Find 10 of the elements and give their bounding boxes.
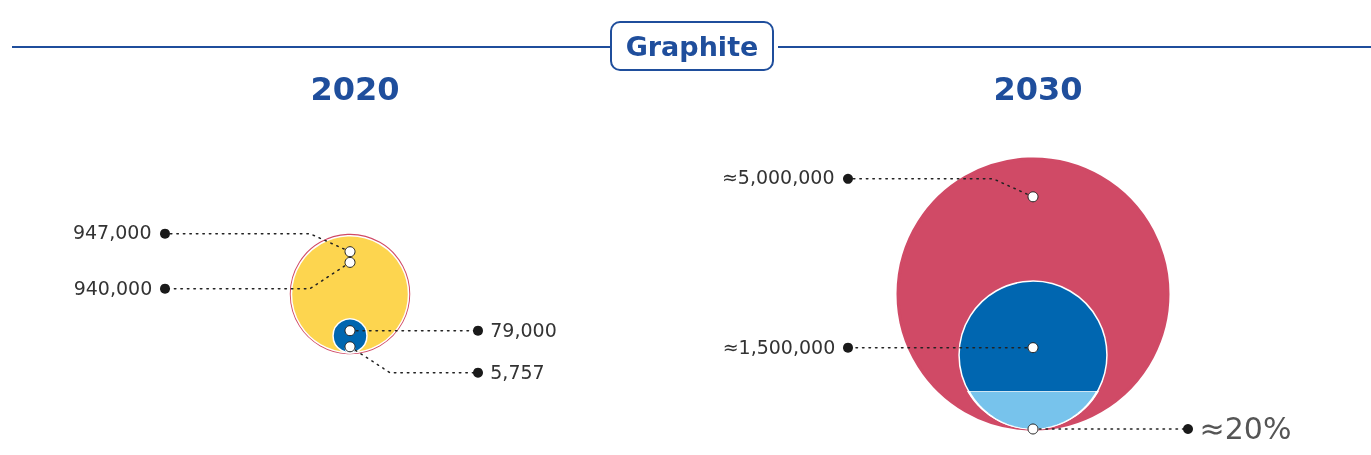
- data-label: 5,757: [490, 360, 545, 383]
- data-label: 940,000: [73, 276, 153, 299]
- text: 2020: [310, 70, 400, 108]
- data-label: 79,000: [490, 318, 557, 341]
- data-label: ≈20%: [1199, 411, 1292, 447]
- text: 2030: [993, 70, 1083, 108]
- data-label: ≈5,000,000: [721, 166, 835, 189]
- data-label: 947,000: [72, 221, 152, 244]
- text: Graphite: [610, 21, 774, 71]
- data-label: ≈1,500,000: [722, 335, 836, 358]
